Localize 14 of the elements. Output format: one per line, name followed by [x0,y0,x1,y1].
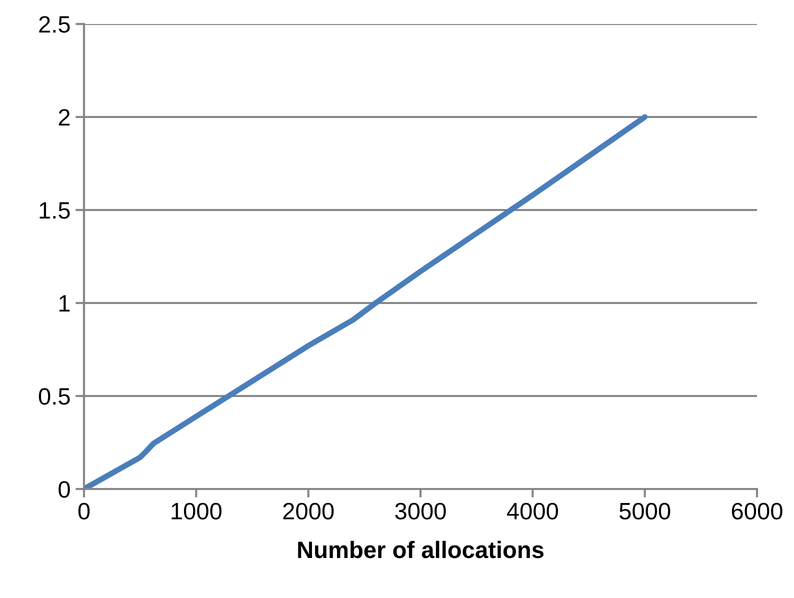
x-tick-label: 1000 [172,502,222,520]
x-tick-label: 3000 [395,502,446,520]
y-tick-label: 2 [58,109,70,126]
y-tick-label: 0 [58,481,70,498]
y-tick-label: 1.5 [40,202,70,219]
x-tick-label: 6000 [732,502,782,520]
x-axis-title: Number of allocations [298,540,544,558]
x-tick-label: 2000 [283,502,334,520]
y-tick-label: 2.5 [39,16,70,33]
x-tick-label: 0 [78,502,90,520]
y-tick-label: 1 [59,295,70,312]
x-tick-label: 4000 [506,502,558,520]
x-tick-label: 5000 [620,502,670,520]
y-tick-label: 0.5 [38,388,70,405]
